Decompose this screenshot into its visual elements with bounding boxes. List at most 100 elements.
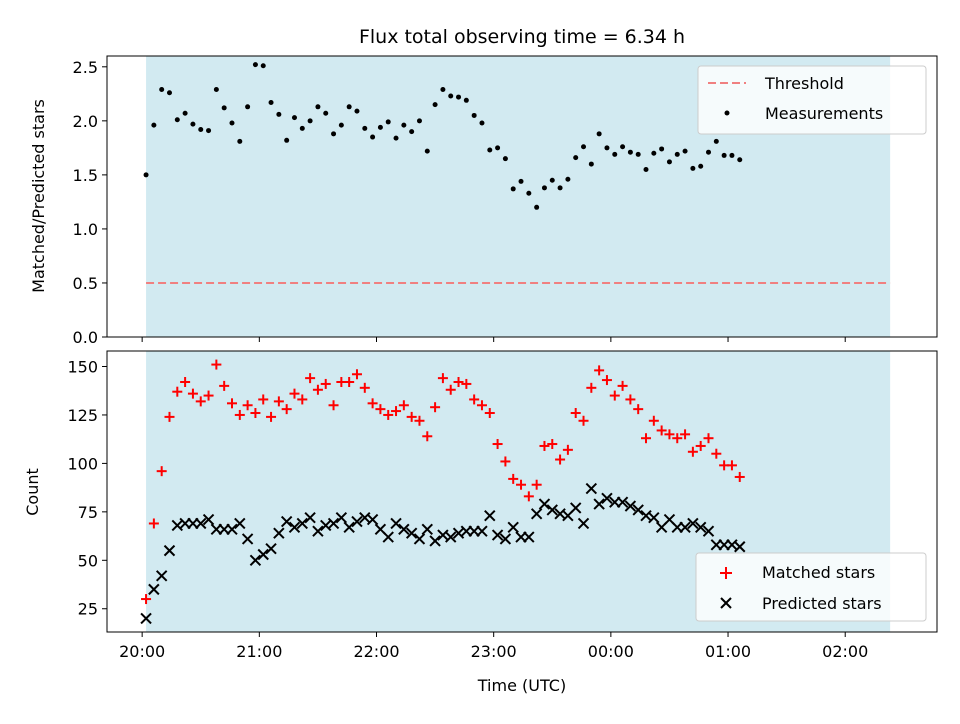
predicted-stars-point (202, 513, 215, 526)
measurements-point (174, 117, 180, 123)
matched-stars-point (453, 377, 464, 388)
predicted-stars-point (530, 508, 543, 520)
x-tick-label: 22:00 (353, 642, 399, 661)
matched-stars-point (633, 404, 644, 415)
measurements-point (659, 146, 665, 152)
measurements-point (166, 90, 172, 96)
predicted-stars-point (351, 515, 363, 528)
measurements-point (190, 121, 196, 127)
predicted-stars-point (148, 583, 160, 596)
matched-stars-point (500, 456, 511, 467)
matched-stars-point (562, 444, 573, 455)
measurements-point (424, 148, 430, 154)
matched-stars-point (461, 378, 472, 389)
measurements-point (143, 172, 149, 178)
matched-stars-point (242, 400, 253, 411)
predicted-stars-point (257, 548, 269, 561)
matched-stars-point (437, 373, 448, 384)
measurements-point (276, 111, 282, 117)
measurements-point (198, 126, 204, 132)
matched-stars-point (187, 388, 198, 399)
matched-stars-point (414, 415, 425, 426)
matched-stars-point (141, 594, 152, 605)
predicted-stars-point (484, 510, 496, 522)
predicted-stars-point (499, 533, 512, 545)
x-tick-label: 23:00 (471, 642, 517, 661)
matched-stars-point (430, 402, 441, 413)
matched-stars-point (211, 359, 222, 370)
legend-label-matched: Matched stars (762, 563, 875, 582)
x-tick-label: 00:00 (588, 642, 634, 661)
measurements-point (651, 150, 657, 156)
measurements-point (620, 144, 626, 150)
predicted-stars-point (734, 541, 746, 553)
matched-stars-point (172, 386, 183, 397)
measurements-point (729, 152, 735, 158)
y-tick-label: 100 (67, 454, 98, 473)
measurements-point (596, 131, 602, 137)
y-tick-label: 125 (67, 406, 98, 425)
top-panel: Flux total observing time = 6.34 h 0.0 0.… (29, 26, 938, 347)
measurements-point (635, 151, 641, 157)
matched-stars-point (664, 429, 675, 440)
measurements-point (245, 104, 251, 110)
measurements-point (432, 102, 438, 108)
predicted-stars-point (288, 521, 301, 534)
measurements-point (416, 118, 422, 124)
legend-label-threshold: Threshold (764, 74, 844, 93)
measurements-point (471, 112, 477, 118)
measurements-point (393, 135, 399, 141)
matched-stars-point (648, 415, 659, 426)
measurements-point (206, 128, 212, 134)
matched-stars-point (351, 369, 362, 380)
measurements-point (549, 177, 555, 183)
top-legend-box (697, 65, 927, 135)
matched-stars-point (226, 398, 237, 409)
measurements-point (573, 155, 579, 161)
matched-stars-point (305, 373, 316, 384)
matched-stars-point (164, 411, 175, 422)
predicted-stars-point (445, 531, 457, 543)
measurements-point (565, 176, 571, 182)
measurements-point (151, 122, 157, 128)
matched-stars-point (672, 433, 683, 444)
matched-stars-point (391, 406, 402, 417)
measurements-legend-swatch (724, 110, 730, 116)
matched-stars-point (445, 384, 456, 395)
predicted-stars-point (616, 496, 629, 508)
measurements-point (268, 99, 274, 105)
measurements-point (479, 120, 485, 126)
predicted-stars-point (312, 525, 324, 537)
predicted-stars-point (398, 523, 410, 535)
predicted-stars-point (234, 517, 246, 530)
predicted-stars-point (476, 525, 488, 537)
y-tick-label: 50 (78, 551, 98, 570)
measurements-point (627, 149, 633, 155)
predicted-stars-point (429, 535, 441, 547)
y-tick-label: 150 (67, 358, 98, 377)
predicted-stars-point (335, 511, 348, 524)
chart-title: Flux total observing time = 6.34 h (359, 26, 685, 48)
matched-stars-point (703, 433, 714, 444)
matched-stars-point (203, 390, 214, 401)
predicted-stars-point (491, 529, 504, 541)
y-tick-label: 0.5 (73, 274, 98, 293)
measurements-point (229, 120, 235, 126)
measurements-point (557, 185, 563, 191)
predicted-stars-point (694, 521, 707, 534)
matched-stars-point (273, 396, 284, 407)
predicted-stars-point (413, 533, 426, 545)
predicted-stars-point (687, 517, 699, 530)
top-y-axis-label: Matched/Predicted stars (29, 99, 48, 293)
y-tick-label: 2.0 (73, 112, 98, 131)
matched-stars-point (476, 400, 487, 411)
predicted-stars-point (195, 517, 207, 530)
bottom-panel: 25 50 75 100 125 150 20:00 21:00 22:00 23:00 00:0… (23, 350, 938, 695)
matched-stars-point (375, 404, 386, 415)
measurements-point (690, 165, 696, 171)
matched-stars-point (344, 377, 355, 388)
matched-stars-point (156, 466, 167, 477)
top-axes-frame (106, 55, 938, 338)
measurements-point (612, 151, 618, 157)
predicted-stars-point (624, 500, 637, 512)
